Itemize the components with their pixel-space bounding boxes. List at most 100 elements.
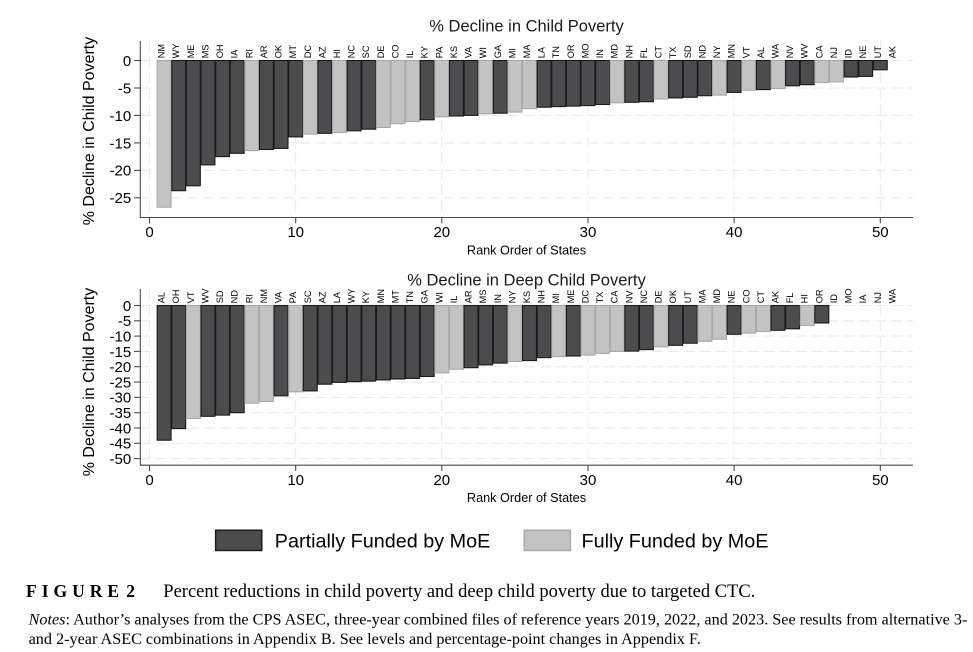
svg-text:DE: DE bbox=[654, 291, 664, 304]
svg-text:WV: WV bbox=[201, 288, 211, 304]
svg-text:WA: WA bbox=[771, 43, 781, 58]
svg-text:AL: AL bbox=[756, 47, 766, 58]
svg-text:NM: NM bbox=[157, 44, 167, 58]
svg-text:GA: GA bbox=[493, 44, 503, 58]
svg-text:40: 40 bbox=[726, 224, 743, 241]
svg-text:-45: -45 bbox=[110, 436, 132, 453]
svg-text:-20: -20 bbox=[110, 163, 132, 180]
svg-text:MS: MS bbox=[201, 45, 211, 59]
svg-text:NY: NY bbox=[507, 291, 517, 304]
svg-text:NJ: NJ bbox=[829, 47, 839, 58]
svg-text:SD: SD bbox=[215, 290, 225, 303]
svg-text:ID: ID bbox=[829, 294, 839, 304]
svg-text:OH: OH bbox=[215, 45, 225, 59]
svg-text:IN: IN bbox=[493, 294, 503, 303]
svg-text:-35: -35 bbox=[110, 405, 132, 422]
svg-text:0: 0 bbox=[145, 224, 153, 241]
svg-text:SC: SC bbox=[361, 45, 371, 58]
svg-text:30: 30 bbox=[580, 224, 597, 241]
svg-text:KY: KY bbox=[420, 46, 430, 58]
svg-text:UT: UT bbox=[683, 291, 693, 304]
svg-text:CA: CA bbox=[610, 290, 620, 304]
svg-text:MI: MI bbox=[507, 48, 517, 58]
svg-text:WA: WA bbox=[887, 288, 897, 303]
svg-text:FL: FL bbox=[639, 48, 649, 59]
svg-text:NV: NV bbox=[785, 45, 795, 59]
svg-text:NH: NH bbox=[624, 45, 634, 58]
svg-text:ND: ND bbox=[230, 290, 240, 304]
svg-text:WY: WY bbox=[347, 288, 357, 303]
svg-text:CO: CO bbox=[741, 290, 751, 304]
svg-text:FL: FL bbox=[785, 293, 795, 304]
svg-text:0: 0 bbox=[145, 472, 153, 489]
svg-text:50: 50 bbox=[872, 472, 889, 489]
svg-text:IL: IL bbox=[405, 51, 415, 59]
svg-text:AZ: AZ bbox=[317, 291, 327, 303]
svg-text:MN: MN bbox=[376, 289, 386, 303]
svg-text:DC: DC bbox=[581, 290, 591, 304]
svg-text:PA: PA bbox=[288, 291, 298, 303]
svg-text:-5: -5 bbox=[118, 313, 131, 330]
svg-text:NE: NE bbox=[727, 291, 737, 304]
svg-text:OR: OR bbox=[566, 44, 576, 58]
svg-text:-25: -25 bbox=[110, 190, 132, 207]
svg-text:NC: NC bbox=[639, 290, 649, 304]
svg-text:Notes: Author’s analyses from: Notes: Author’s analyses from the CPS AS… bbox=[28, 610, 968, 628]
svg-text:VT: VT bbox=[741, 46, 751, 58]
svg-text:% Decline in Child Poverty: % Decline in Child Poverty bbox=[81, 37, 98, 226]
svg-text:NM: NM bbox=[259, 289, 269, 303]
svg-text:ME: ME bbox=[566, 290, 576, 304]
svg-text:-40: -40 bbox=[110, 420, 132, 437]
svg-text:AR: AR bbox=[464, 290, 474, 303]
svg-text:10: 10 bbox=[287, 472, 304, 489]
svg-text:NC: NC bbox=[347, 45, 357, 59]
svg-text:IN: IN bbox=[595, 49, 605, 58]
svg-text:2: 2 bbox=[126, 581, 135, 601]
svg-text:-30: -30 bbox=[110, 390, 132, 407]
svg-text:NH: NH bbox=[537, 290, 547, 303]
svg-text:30: 30 bbox=[580, 472, 597, 489]
svg-text:OR: OR bbox=[814, 289, 824, 303]
svg-text:TN: TN bbox=[405, 291, 415, 303]
svg-text:MA: MA bbox=[522, 44, 532, 59]
svg-text:WI: WI bbox=[434, 292, 444, 303]
svg-text:Partially Funded by MoE: Partially Funded by MoE bbox=[275, 530, 491, 552]
svg-text:AK: AK bbox=[771, 290, 781, 303]
svg-text:MI: MI bbox=[551, 293, 561, 303]
svg-text:KS: KS bbox=[449, 46, 459, 58]
svg-text:NE: NE bbox=[858, 46, 868, 59]
svg-text:LA: LA bbox=[332, 291, 342, 303]
svg-text:IA: IA bbox=[858, 294, 868, 304]
svg-text:Rank Order of States: Rank Order of States bbox=[467, 491, 586, 505]
svg-text:UT: UT bbox=[873, 46, 883, 59]
svg-text:GA: GA bbox=[420, 289, 430, 303]
svg-text:SD: SD bbox=[683, 45, 693, 58]
svg-text:PA: PA bbox=[434, 46, 444, 58]
svg-text:-5: -5 bbox=[118, 80, 131, 97]
svg-text:40: 40 bbox=[726, 472, 743, 489]
svg-text:ME: ME bbox=[186, 45, 196, 59]
svg-text:OH: OH bbox=[171, 290, 181, 304]
svg-text:HI: HI bbox=[332, 49, 342, 58]
svg-text:NJ: NJ bbox=[873, 292, 883, 303]
svg-text:MO: MO bbox=[844, 288, 854, 303]
svg-text:MN: MN bbox=[727, 44, 737, 58]
svg-text:KY: KY bbox=[361, 291, 371, 303]
svg-text:FIGURE: FIGURE bbox=[26, 581, 124, 601]
svg-text:WV: WV bbox=[800, 43, 810, 59]
svg-text:20: 20 bbox=[433, 224, 450, 241]
svg-text:WY: WY bbox=[171, 43, 181, 58]
svg-text:-15: -15 bbox=[110, 344, 132, 361]
svg-text:HI: HI bbox=[800, 294, 810, 303]
svg-text:AR: AR bbox=[259, 45, 269, 58]
svg-text:OK: OK bbox=[668, 289, 678, 303]
svg-text:Fully Funded by MoE: Fully Funded by MoE bbox=[582, 530, 769, 552]
svg-text:50: 50 bbox=[872, 224, 889, 241]
svg-text:MO: MO bbox=[581, 43, 591, 58]
svg-text:MT: MT bbox=[391, 290, 401, 304]
svg-text:KS: KS bbox=[522, 291, 532, 303]
svg-text:DE: DE bbox=[376, 46, 386, 59]
svg-text:Percent reductions in child po: Percent reductions in child poverty and … bbox=[163, 582, 755, 602]
svg-text:% Decline in Child Poverty: % Decline in Child Poverty bbox=[429, 18, 624, 36]
svg-text:MD: MD bbox=[610, 44, 620, 59]
